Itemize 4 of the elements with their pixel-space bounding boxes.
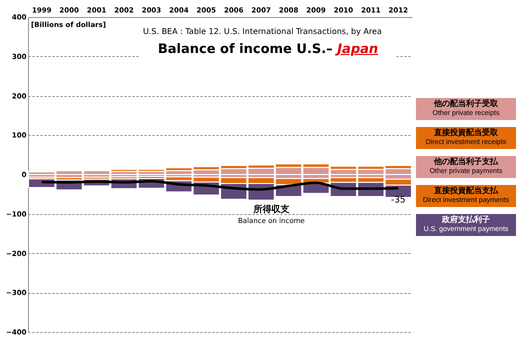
line-series	[40, 180, 400, 191]
data-label: -35	[390, 195, 406, 206]
text: Balance of income U.S.– Japan	[140, 42, 396, 57]
text: U.S. BEA : Table 12. U.S. International Transactions, by Area	[140, 27, 385, 36]
